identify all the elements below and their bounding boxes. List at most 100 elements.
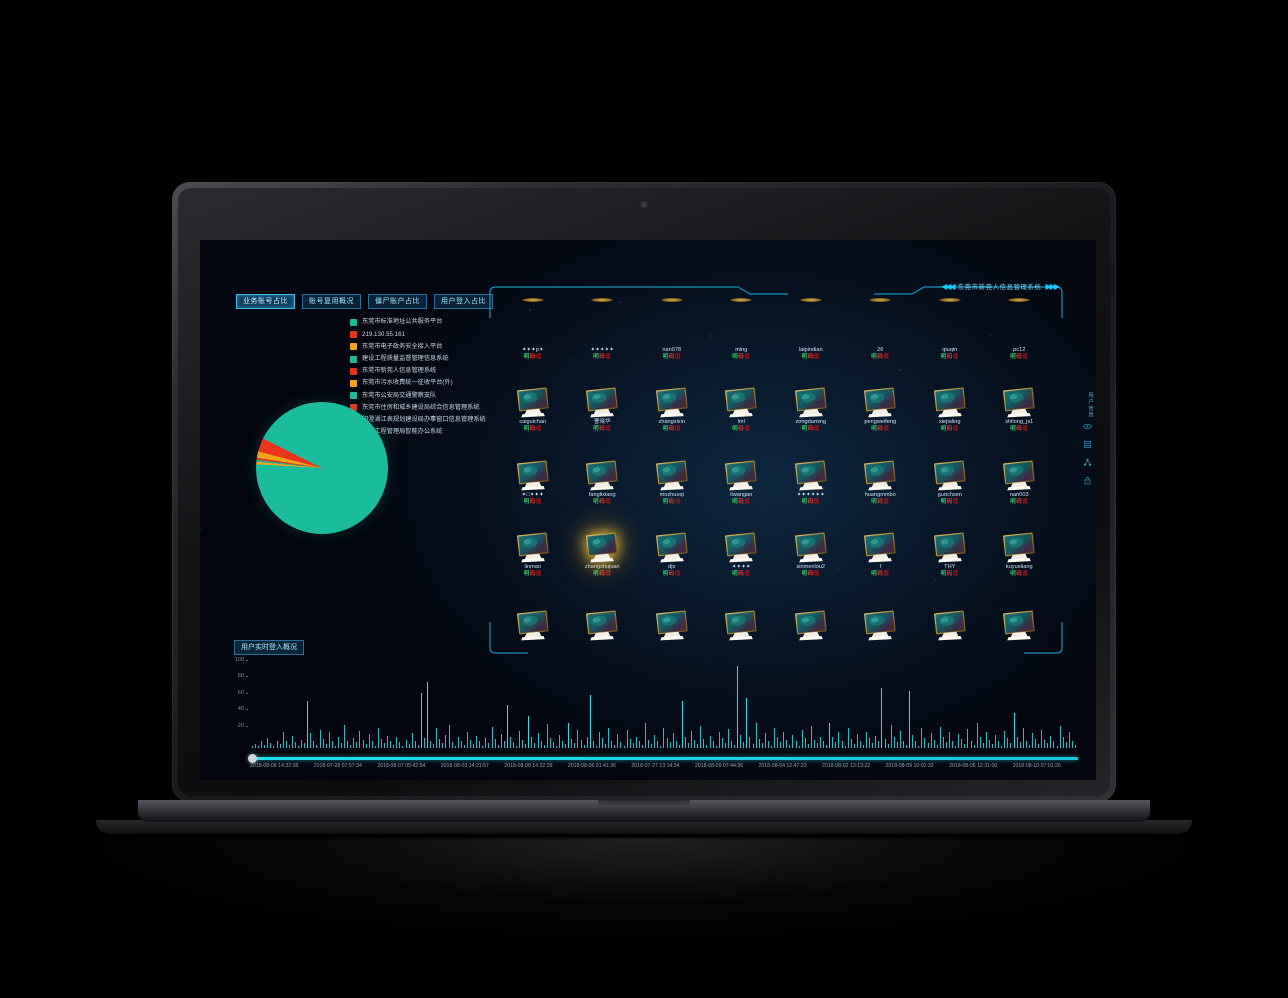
chart-bar — [700, 725, 702, 748]
chart-bar — [1001, 745, 1003, 748]
monitor-cell[interactable]: sinmenlou2 明码值 — [776, 505, 846, 577]
chart-bar — [688, 743, 690, 748]
monitor-cell[interactable]: 26 明码值 — [846, 288, 916, 360]
monitor-cell[interactable]: 明码值 — [915, 578, 985, 650]
chart-bar — [500, 734, 502, 748]
monitor-cell[interactable]: caiguichan 明码值 — [498, 360, 568, 432]
chart-bar — [516, 745, 518, 748]
chart-bar — [519, 730, 521, 748]
tab-bar[interactable]: 业务账号占比 账号复用概况 僵尸账户占比 用户登入占比 — [236, 294, 493, 309]
monitor-cell[interactable]: zongdaming 明码值 — [776, 360, 846, 432]
chart-bar — [955, 745, 957, 748]
legend-item[interactable]: 东莞市公安局交通警察支队 — [350, 392, 486, 400]
monitor-cell[interactable]: ✦□✦✦✦ 明码值 — [498, 433, 568, 505]
monitor-cell[interactable]: pengweifeng 明码值 — [846, 360, 916, 432]
monitor-cell[interactable]: guochsen 明码值 — [915, 433, 985, 505]
chart-bar — [1053, 741, 1055, 748]
chart-bar — [344, 725, 346, 748]
chart-bar — [617, 734, 619, 748]
monitor-cell[interactable]: 明码值 — [568, 578, 638, 650]
monitor-cell[interactable]: 明码值 — [637, 578, 707, 650]
monitor-cell[interactable]: huangmmbo 明码值 — [846, 433, 916, 505]
monitor-cell[interactable]: 明码值 — [707, 578, 777, 650]
monitor-cell[interactable]: nan078 明码值 — [637, 288, 707, 360]
chart-plot-area[interactable] — [252, 662, 1078, 748]
monitor-cell[interactable]: pc12 明码值 — [985, 288, 1055, 360]
chart-bar — [1050, 735, 1052, 748]
monitor-cell[interactable]: 明码值 — [985, 578, 1055, 650]
monitor-cell[interactable]: 曹晓华 明码值 — [568, 360, 638, 432]
laptop-base — [138, 800, 1150, 822]
monitor-cell[interactable]: qiuqin 明码值 — [915, 288, 985, 360]
chevron-right-icon[interactable]: ▶▶▶ — [1045, 282, 1061, 291]
legend-item[interactable]: 东莞市电子政务安全接入平台 — [350, 343, 486, 351]
legend-label: 东莞市污水收费统一征收平台(外) — [362, 379, 453, 387]
lock-icon[interactable] — [1083, 476, 1092, 485]
chart-bar — [562, 740, 564, 748]
monitor-cell[interactable]: fanglixiang 明码值 — [568, 433, 638, 505]
chart-bar — [1035, 739, 1036, 748]
monitor-cell[interactable]: lml 明码值 — [707, 360, 777, 432]
tab-account-reuse-overview[interactable]: 账号复用概况 — [302, 294, 361, 309]
legend-item[interactable]: 东莞市标准地址公共服务平台 — [350, 319, 486, 326]
legend-item[interactable]: 219.130.55.161 — [350, 331, 486, 339]
monitor-cell[interactable]: THY 明码值 — [915, 505, 985, 577]
legend-item[interactable]: 东莞市住房和城乡建设局综合信息管理系统 — [350, 404, 486, 412]
monitor-cell[interactable]: ✦✦✦✦✦✦ 明码值 — [776, 433, 846, 505]
monitor-icon — [514, 610, 552, 641]
monitor-cell[interactable]: kuyueliang 明码值 — [985, 505, 1055, 577]
monitor-status: 明码值 — [732, 426, 751, 433]
monitor-cell[interactable]: zhangshujuan 明码值 — [568, 505, 638, 577]
chart-bar — [436, 728, 438, 748]
monitor-cell[interactable]: djx 明码值 — [637, 505, 707, 577]
monitor-cell[interactable]: ✦✦✦✦✦ 明码值 — [568, 288, 638, 360]
monitor-cell[interactable]: mozhuoqi 明码值 — [637, 433, 707, 505]
tab-zombie-account-ratio[interactable]: 僵尸账户占比 — [368, 294, 427, 309]
x-axis-scroll-handle[interactable] — [248, 754, 257, 763]
chart-bar — [411, 733, 413, 748]
monitor-cell[interactable]: linmao 明码值 — [498, 505, 568, 577]
side-rail[interactable] — [1083, 422, 1092, 485]
monitor-cell[interactable]: ✦✦✦✦ 明码值 — [707, 505, 777, 577]
monitor-status: 明码值 — [1010, 571, 1029, 577]
monitor-cell[interactable]: zhangxixin 明码值 — [637, 360, 707, 432]
chart-bar — [491, 726, 493, 748]
monitor-cell[interactable]: liwangan 明码值 — [707, 433, 777, 505]
monitor-cell[interactable]: laipindian 明码值 — [776, 288, 846, 360]
monitor-cell[interactable]: ✦✦✦p✦ 明码值 — [498, 288, 568, 360]
legend-item[interactable]: 东莞市新莞人信息管理系统 — [350, 367, 486, 375]
chart-bar — [479, 741, 481, 748]
tab-user-login-ratio[interactable]: 用户登入占比 — [434, 294, 493, 309]
pie-chart[interactable] — [227, 380, 417, 570]
monitor-cell[interactable]: xiejialing 明码值 — [915, 360, 985, 432]
chart-bar — [294, 742, 296, 748]
monitor-cell[interactable]: nan003 明码值 — [985, 433, 1055, 505]
chart-bar — [377, 728, 379, 748]
monitor-cell[interactable]: 明码值 — [846, 578, 916, 650]
chart-bar — [1056, 745, 1058, 748]
chart-bar — [985, 732, 987, 748]
chart-bar — [949, 731, 951, 748]
chart-bar — [390, 740, 392, 748]
legend-item[interactable]: 东莞市污水收费统一征收平台(外) — [350, 380, 486, 387]
x-axis-tick-labels: 2018-08-08 14:32:38 2018-07-28 07:57:34 20… — [250, 763, 1078, 773]
monitor-cell[interactable]: 明码值 — [498, 578, 568, 650]
monitor-username: mozhuoqi — [659, 491, 684, 498]
monitor-icon — [583, 532, 621, 563]
monitor-cell[interactable]: ming 明码值 — [707, 288, 777, 360]
x-axis-scrollbar[interactable] — [252, 757, 1078, 760]
monitor-username: xiejialing — [939, 419, 961, 426]
chevron-left-icon[interactable]: ◀◀◀ — [941, 282, 956, 291]
chart-bar — [255, 743, 257, 748]
legend-item[interactable]: 建设工程质量监督管理信息系统 — [350, 355, 486, 363]
monitor-cell[interactable]: f 明码值 — [846, 505, 916, 577]
network-icon[interactable] — [1083, 458, 1092, 467]
server-icon[interactable] — [1083, 440, 1092, 449]
chart-bar — [1016, 736, 1018, 748]
monitor-cell[interactable]: 明码值 — [776, 578, 846, 650]
tab-business-account-ratio[interactable]: 业务账号占比 — [236, 294, 295, 309]
chart-bar — [460, 740, 462, 748]
eye-icon[interactable] — [1083, 422, 1092, 431]
monitor-cell[interactable]: shilong_js1 明码值 — [985, 360, 1055, 432]
monitor-status: 明码值 — [871, 353, 890, 360]
